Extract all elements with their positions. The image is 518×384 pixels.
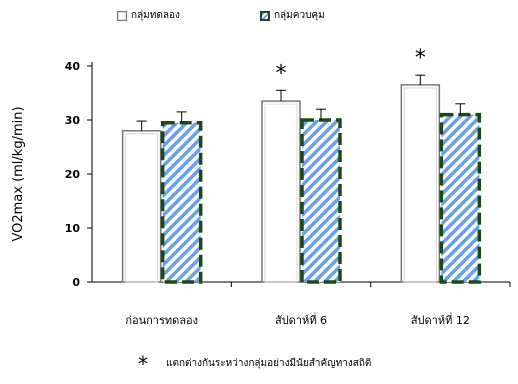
footnote-text: แตกต่างกันระหว่างกลุ่มอย่างมีนัยสำคัญทาง… <box>166 358 372 369</box>
y-tick-label: 10 <box>65 222 81 235</box>
significance-marker: * <box>276 61 287 86</box>
legend-label-experimental: กลุ่มทดลอง <box>131 10 180 21</box>
legend-swatch-experimental <box>117 10 127 21</box>
legend-swatch-control <box>260 10 270 21</box>
significance-marker: * <box>415 46 426 71</box>
y-tick-label: 0 <box>72 276 80 289</box>
bar-experimental-inner <box>403 87 437 283</box>
legend-label-control: กลุ่มควบคุม <box>274 10 325 21</box>
footnote: * แตกต่างกันระหว่างกลุ่มอย่างมีนัยสำคัญท… <box>138 351 372 376</box>
x-tick-label: สัปดาห์ที่ 12 <box>411 312 470 327</box>
bar-experimental <box>121 130 162 283</box>
bar-experimental <box>261 100 301 283</box>
legend-item-control: กลุ่มควบคุม <box>260 8 325 23</box>
bar-experimental-inner <box>264 103 298 283</box>
y-tick-label: 20 <box>65 168 81 181</box>
y-tick-label: 40 <box>65 60 81 73</box>
x-tick-label: สัปดาห์ที่ 6 <box>275 312 327 327</box>
y-axis-label: VO2max (ml/kg/min) <box>11 106 26 241</box>
y-tick-label: 30 <box>65 114 81 127</box>
bar-control <box>300 118 342 284</box>
bar-experimental <box>400 84 441 283</box>
bar-control <box>160 120 203 284</box>
legend-item-experimental: กลุ่มทดลอง <box>117 8 180 23</box>
x-tick-label: ก่อนการทดลอง <box>125 314 198 327</box>
legend: กลุ่มทดลอง กลุ่มควบคุม <box>0 8 518 28</box>
footnote-symbol: * <box>138 351 148 376</box>
bar-experimental-inner <box>125 133 159 283</box>
plot-area: 0 10 20 30 40 VO2max (ml/kg/min) ก่อนการทดลอง ส… <box>11 46 511 327</box>
bar-control <box>439 112 482 284</box>
